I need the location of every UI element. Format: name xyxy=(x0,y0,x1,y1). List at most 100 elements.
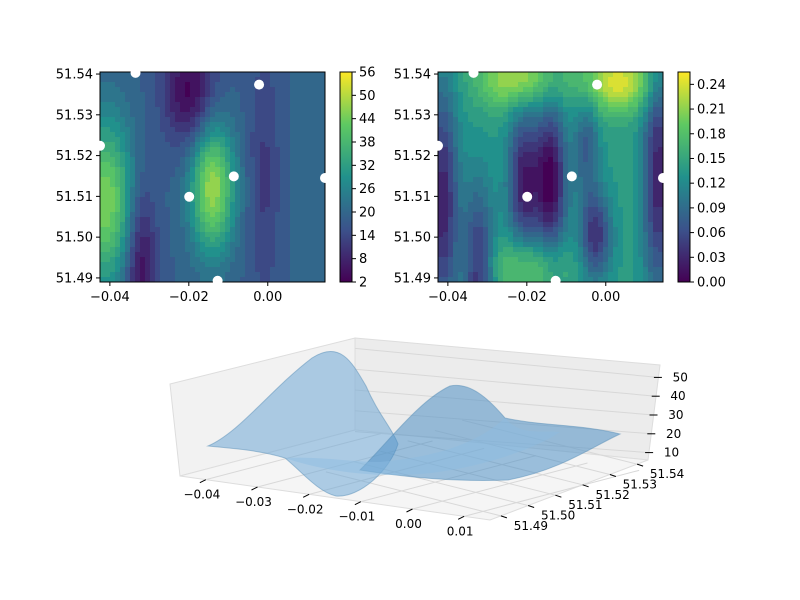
contour-cell xyxy=(653,82,659,88)
contour-cell xyxy=(305,202,311,208)
contour-cell xyxy=(150,82,156,88)
contour-cell xyxy=(205,157,211,163)
contour-cell xyxy=(115,87,121,93)
contour-cell xyxy=(270,272,276,278)
contour-cell xyxy=(120,132,126,138)
contour-cell xyxy=(195,247,201,253)
contour-cell xyxy=(608,87,614,93)
contour-cell xyxy=(155,187,161,193)
contour-cell xyxy=(175,157,181,163)
contour-cell xyxy=(513,137,519,143)
contour-cell xyxy=(295,167,301,173)
contour-cell xyxy=(478,272,484,278)
contour-cell xyxy=(613,87,619,93)
contour-cell xyxy=(110,192,116,198)
contour-cell xyxy=(130,107,136,113)
contour-cell xyxy=(613,132,619,138)
contour-cell xyxy=(250,167,256,173)
contour-cell xyxy=(110,137,116,143)
contour-cell xyxy=(230,77,236,83)
contour-cell xyxy=(295,72,301,78)
contour-cell xyxy=(578,122,584,128)
contour-cell xyxy=(100,117,106,123)
contour-cell xyxy=(533,187,539,193)
contour-cell xyxy=(265,247,271,253)
contour-cell xyxy=(573,212,579,218)
contour-cell xyxy=(578,172,584,178)
contour-cell xyxy=(230,142,236,148)
contour-cell xyxy=(548,187,554,193)
contour-cell xyxy=(448,197,454,203)
contour-cell xyxy=(200,207,206,213)
contour-cell xyxy=(543,137,549,143)
contour-cell xyxy=(320,127,325,133)
contour-cell xyxy=(583,92,589,98)
contour-cell xyxy=(270,147,276,153)
contour-cell xyxy=(603,77,609,83)
contour-cell xyxy=(175,147,181,153)
contour-cell xyxy=(453,177,459,183)
contour-cell xyxy=(603,217,609,223)
contour-cell xyxy=(135,202,141,208)
contour-cell xyxy=(488,202,494,208)
contour-cell xyxy=(438,227,444,233)
contour-cell xyxy=(300,272,306,278)
contour-cell xyxy=(260,257,266,263)
contour-cell xyxy=(275,207,281,213)
contour-cell xyxy=(140,157,146,163)
contour-cell xyxy=(608,217,614,223)
colorbar-tick-label: 0.12 xyxy=(697,177,726,192)
contour-cell xyxy=(240,237,246,243)
contour-cell xyxy=(140,72,146,78)
contour-cell xyxy=(260,202,266,208)
contour-cell xyxy=(275,137,281,143)
contour-cell xyxy=(623,172,629,178)
contour-cell xyxy=(553,227,559,233)
contour-cell xyxy=(623,162,629,168)
contour-cell xyxy=(573,232,579,238)
contour-cell xyxy=(623,177,629,183)
contour-cell xyxy=(603,237,609,243)
contour-cell xyxy=(135,242,141,248)
contour-cell xyxy=(200,142,206,148)
contour-cell xyxy=(553,197,559,203)
contour-cell xyxy=(310,162,316,168)
contour-cell xyxy=(205,272,211,278)
contour-cell xyxy=(503,82,509,88)
contour-cell xyxy=(493,137,499,143)
contour-cell xyxy=(498,257,504,263)
contour-cell xyxy=(300,102,306,108)
contour-cell xyxy=(155,217,161,223)
contour-cell xyxy=(140,197,146,203)
contour-cell xyxy=(180,272,186,278)
contour-cell xyxy=(558,197,564,203)
contour-cell xyxy=(533,192,539,198)
contour-cell xyxy=(235,187,241,193)
contour-cell xyxy=(140,272,146,278)
sample-point xyxy=(550,275,561,286)
contour-cell xyxy=(245,267,251,273)
sample-point xyxy=(95,140,105,151)
contour-cell xyxy=(305,87,311,93)
contour-cell xyxy=(290,262,296,268)
contour-cell xyxy=(205,97,211,103)
contour-cell xyxy=(200,127,206,133)
contour-cell xyxy=(320,242,325,248)
contour-cell xyxy=(185,117,191,123)
contour-cell xyxy=(185,137,191,143)
contour-cell xyxy=(135,112,141,118)
contour-cell xyxy=(463,137,469,143)
contour-cell xyxy=(105,97,111,103)
contour-cell xyxy=(220,117,226,123)
contour-cell xyxy=(618,192,624,198)
contour-cell xyxy=(280,77,286,83)
contour-cell xyxy=(648,87,654,93)
contour-cell xyxy=(320,252,325,258)
contour-cell xyxy=(200,137,206,143)
contour-cell xyxy=(533,87,539,93)
contour-cell xyxy=(448,162,454,168)
contour-cell xyxy=(563,277,569,282)
contour-cell xyxy=(623,92,629,98)
contour-cell xyxy=(175,82,181,88)
